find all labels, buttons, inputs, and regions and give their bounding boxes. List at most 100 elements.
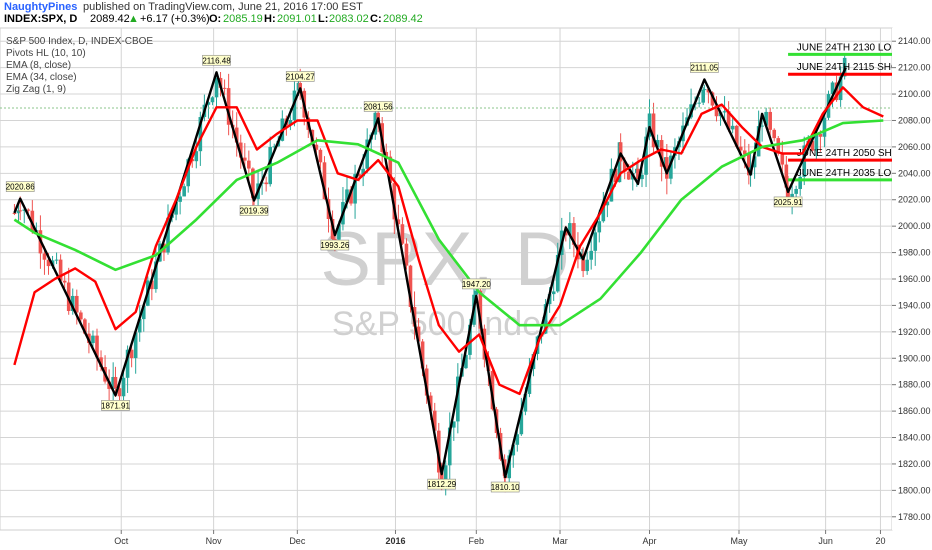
candle-body <box>752 156 757 168</box>
pivot-box <box>490 481 520 493</box>
candle-body <box>726 111 731 130</box>
candle-body <box>764 111 768 126</box>
pivot-box <box>320 239 350 251</box>
pivot-label: 1810.10 <box>491 483 520 492</box>
candle-body <box>697 102 701 104</box>
candle-body <box>18 210 23 212</box>
pivot-box <box>101 400 130 411</box>
candle-body <box>384 151 389 157</box>
candle-body <box>617 142 622 183</box>
candle-body <box>551 291 556 295</box>
y-tick-label: 2000.00 <box>898 221 931 231</box>
candle-body <box>810 140 815 151</box>
legend-item: S&P 500 Index, D, INDEX-CBOE <box>6 36 153 47</box>
pivot-box <box>239 205 269 216</box>
candle-body <box>178 196 182 202</box>
candle-body <box>651 113 656 148</box>
x-tick-label: Oct <box>114 536 129 546</box>
candle-body <box>747 154 751 176</box>
x-tick-label: 2016 <box>385 536 405 546</box>
candle-body <box>572 223 576 245</box>
change-value: +6.17 (+0.3%) <box>140 13 210 25</box>
candle-body <box>830 82 835 95</box>
candle-body <box>392 183 397 220</box>
y-tick-label: 1840.00 <box>898 433 931 443</box>
candle-body <box>79 312 83 320</box>
series-lines <box>13 67 884 479</box>
candle-body <box>298 83 303 91</box>
candle-body <box>772 129 777 139</box>
candle-body <box>589 250 594 260</box>
price-axis-bg <box>892 28 932 530</box>
level-label: JUNE 24TH 2050 SHORT PUT <box>797 148 932 159</box>
y-tick-label: 2100.00 <box>898 89 931 99</box>
pivot-label: 2116.48 <box>202 56 231 65</box>
candle-body <box>322 162 327 200</box>
candle-body <box>511 444 516 456</box>
candle-body <box>507 455 512 479</box>
legend-item: EMA (8, close) <box>6 60 71 71</box>
candle-body <box>568 223 572 236</box>
symbol-label[interactable]: INDEX:SPX, D <box>4 13 78 25</box>
pivot-box <box>462 278 491 290</box>
candle-body <box>150 280 154 290</box>
candle-body <box>264 182 268 185</box>
candle-body <box>626 171 631 180</box>
candle-body <box>618 142 623 162</box>
candle-body <box>214 77 219 98</box>
candle-body <box>730 125 735 130</box>
high-value: 2091.01 <box>277 13 317 25</box>
candle-body <box>701 89 706 103</box>
candle-body <box>814 133 819 151</box>
y-tick-label: 1860.00 <box>898 406 931 416</box>
last-price: 2089.42 <box>90 13 130 25</box>
candle-body <box>62 280 67 283</box>
y-tick-label: 1820.00 <box>898 459 931 469</box>
candle-body <box>581 254 585 272</box>
candle-body <box>593 232 598 251</box>
candle-body <box>12 212 17 214</box>
candle-body <box>314 144 319 150</box>
pivot-box <box>202 54 231 66</box>
y-tick-label: 1880.00 <box>898 380 931 390</box>
candle-body <box>519 411 524 435</box>
candle-body <box>357 174 361 177</box>
y-tick-label: 1800.00 <box>898 485 931 495</box>
pivot-label: 2081.56 <box>364 102 393 111</box>
candle-body <box>154 261 158 290</box>
candle-body <box>613 168 618 183</box>
candle-body <box>822 117 827 137</box>
watermark-symbol: SPX, D <box>320 217 569 302</box>
candle-body <box>141 305 146 320</box>
candle-body <box>738 146 743 151</box>
candle-body <box>26 209 31 211</box>
pivot-box <box>690 62 719 73</box>
candle-body <box>345 189 349 203</box>
y-tick-label: 2080.00 <box>898 115 931 125</box>
candle-body <box>247 160 251 169</box>
open-value: 2085.19 <box>223 13 263 25</box>
x-tick-label: Jun <box>818 536 833 546</box>
candle-body <box>174 201 178 215</box>
y-tick-label: 2120.00 <box>898 63 931 73</box>
pivot-label: 2020.86 <box>6 183 35 192</box>
candle-body <box>647 113 652 137</box>
y-tick-label: 2060.00 <box>898 142 931 152</box>
grid <box>0 28 892 530</box>
pivot-box <box>427 478 456 490</box>
candle-body <box>543 304 548 334</box>
pivot-label: 1812.29 <box>427 480 456 489</box>
author-link[interactable]: NaughtyPines <box>4 1 78 13</box>
x-tick-label: Feb <box>469 536 485 546</box>
candle-body <box>834 82 839 101</box>
candle-body <box>842 57 847 77</box>
candle-body <box>137 319 142 333</box>
candle-body <box>222 87 227 89</box>
y-tick-label: 2020.00 <box>898 195 931 205</box>
candle-body <box>404 243 409 266</box>
candle-body <box>702 89 707 91</box>
candle-body <box>784 164 789 188</box>
